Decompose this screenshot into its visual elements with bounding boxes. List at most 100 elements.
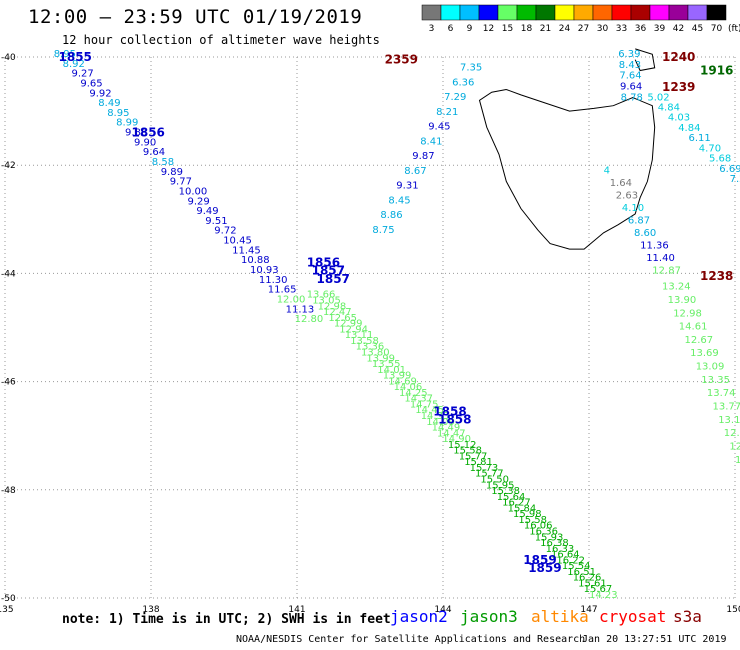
wave-height-label: 15.58 — [518, 515, 547, 526]
colorbar-tick: 27 — [578, 24, 589, 34]
pass-time-label: 1858 — [433, 404, 466, 418]
wave-height-label: 16.22 — [556, 555, 585, 566]
wave-height-label: 11.36 — [640, 240, 669, 251]
pass-time-label: 1855 — [59, 50, 92, 64]
wave-height-label: 13.74 — [707, 388, 736, 399]
colorbar-swatch — [516, 4, 537, 21]
wave-height-label: 14.33 — [421, 411, 450, 422]
pass-time-label: 1238 — [700, 269, 733, 283]
wave-height-label: 9.31 — [396, 181, 418, 192]
wave-height-label: 15.73 — [470, 463, 499, 474]
wave-height-label: 1.64 — [610, 178, 632, 189]
wave-height-label: 15.98 — [513, 509, 542, 520]
wave-height-label: 8.67 — [404, 166, 426, 177]
wave-height-label: 6.39 — [618, 49, 640, 60]
wave-height-label: 15.77 — [475, 469, 504, 480]
lat-tick-label: -50 — [1, 594, 16, 604]
wave-height-label: 9.65 — [80, 79, 102, 90]
wave-height-label: 9.49 — [196, 206, 218, 217]
wave-height-label: 13.58 — [350, 336, 379, 347]
wave-height-label: 12. — [729, 441, 740, 452]
wave-height-label: 12.87 — [652, 265, 681, 276]
wave-height-label: 2.63 — [616, 190, 638, 201]
wave-height-label: 8.21 — [436, 107, 458, 118]
wave-height-label: 9.92 — [89, 88, 111, 99]
wave-height-label: 9.72 — [214, 226, 236, 237]
pass-time-label: 1240 — [662, 50, 695, 64]
lat-tick-label: -48 — [1, 486, 16, 496]
colorbar-swatch — [668, 4, 689, 21]
colorbar-tick: 24 — [559, 24, 571, 34]
wave-height-label: 9.89 — [161, 167, 183, 178]
lat-tick-label: -46 — [1, 378, 16, 388]
wave-height-label: 15.84 — [508, 503, 537, 514]
wave-height-label: 15.77 — [459, 451, 488, 462]
colorbar-swatch — [687, 4, 708, 21]
colorbar-swatch — [459, 4, 480, 21]
wave-height-label: 9.27 — [72, 69, 94, 80]
lon-tick-label: 150 — [726, 605, 740, 615]
wave-height-label: 12.47 — [323, 307, 352, 318]
lat-tick-label: -42 — [1, 161, 16, 171]
colorbar-tick: 18 — [521, 24, 533, 34]
wave-height-label: 15.95 — [486, 480, 515, 491]
wave-height-label: 5.02 — [647, 92, 669, 103]
colorbar-tick: 39 — [654, 24, 666, 34]
wave-height-label: 13.55 — [372, 359, 401, 370]
wave-height-label: 15.50 — [480, 475, 509, 486]
wave-height-label: 15.61 — [578, 579, 607, 590]
wave-height-label: 11.13 — [286, 304, 315, 315]
wave-height-label: 14.90 — [442, 434, 471, 445]
wave-height-label: 8.92 — [63, 59, 85, 70]
wave-height-label: 4.84 — [658, 103, 680, 114]
wave-height-label: 7.64 — [619, 71, 641, 82]
wave-height-label: 12.67 — [685, 335, 714, 346]
wave-height-label: 8.41 — [420, 136, 442, 147]
lon-tick-label: 147 — [580, 605, 597, 615]
colorbar-swatch — [478, 4, 499, 21]
colorbar-tick: 6 — [448, 24, 454, 34]
wave-height-label: 15.54 — [562, 561, 591, 572]
wave-height-label: 13.36 — [356, 342, 385, 353]
wave-height-label: 15.81 — [464, 457, 493, 468]
colorbar-tick: 3 — [429, 24, 435, 34]
wave-height-label: 13.90 — [668, 295, 697, 306]
wave-height-label: 13.1 — [718, 415, 740, 426]
wave-height-label: 6.69 — [719, 164, 740, 175]
wave-height-label: 4.03 — [668, 113, 690, 124]
wave-height-label: 4.10 — [622, 203, 644, 214]
legend-altika: altika — [531, 607, 589, 626]
wave-height-label: 13.11 — [345, 330, 374, 341]
legend-jason2: jason2 — [390, 607, 448, 626]
tasmania-coastline — [478, 89, 656, 250]
wave-height-label: 16.26 — [573, 573, 602, 584]
wave-height-label: 9.29 — [188, 196, 210, 207]
wave-height-label: 16.27 — [502, 498, 531, 509]
wave-height-label: 14.47 — [437, 428, 466, 439]
pass-time-label: 1856 — [307, 256, 340, 270]
wave-height-label: 14.49 — [432, 423, 461, 434]
colorbar-swatch — [706, 4, 727, 21]
colorbar-tick: 33 — [616, 24, 627, 34]
wave-height-label: 16.36 — [529, 527, 558, 538]
colorbar-swatch — [554, 4, 575, 21]
wave-height-label: 13.66 — [307, 290, 336, 301]
wave-height-label: 9.64 — [143, 147, 165, 158]
wave-height-label: 11.30 — [259, 275, 288, 286]
wave-height-label: 11.65 — [268, 285, 297, 296]
wave-height-label: 14.06 — [394, 382, 423, 393]
colorbar-swatch — [592, 4, 613, 21]
wave-height-label: 9.64 — [620, 82, 642, 93]
wave-height-label: 12.94 — [339, 324, 368, 335]
pass-time-label: 1916 — [700, 64, 733, 78]
colorbar-swatch — [497, 4, 518, 21]
footer-credit: NOAA/NESDIS Center for Satellite Applica… — [236, 634, 586, 645]
wave-height-label: 4 — [604, 165, 610, 176]
note-text: note: 1) Time is in UTC; 2) SWH is in fe… — [62, 612, 391, 627]
pass-time-label: 1856 — [132, 126, 165, 140]
wave-height-label: 12.99 — [334, 319, 363, 330]
wave-height-label: 12.65 — [328, 313, 357, 324]
colorbar-swatch — [535, 4, 556, 21]
wave-height-label: 14.61 — [679, 322, 708, 333]
